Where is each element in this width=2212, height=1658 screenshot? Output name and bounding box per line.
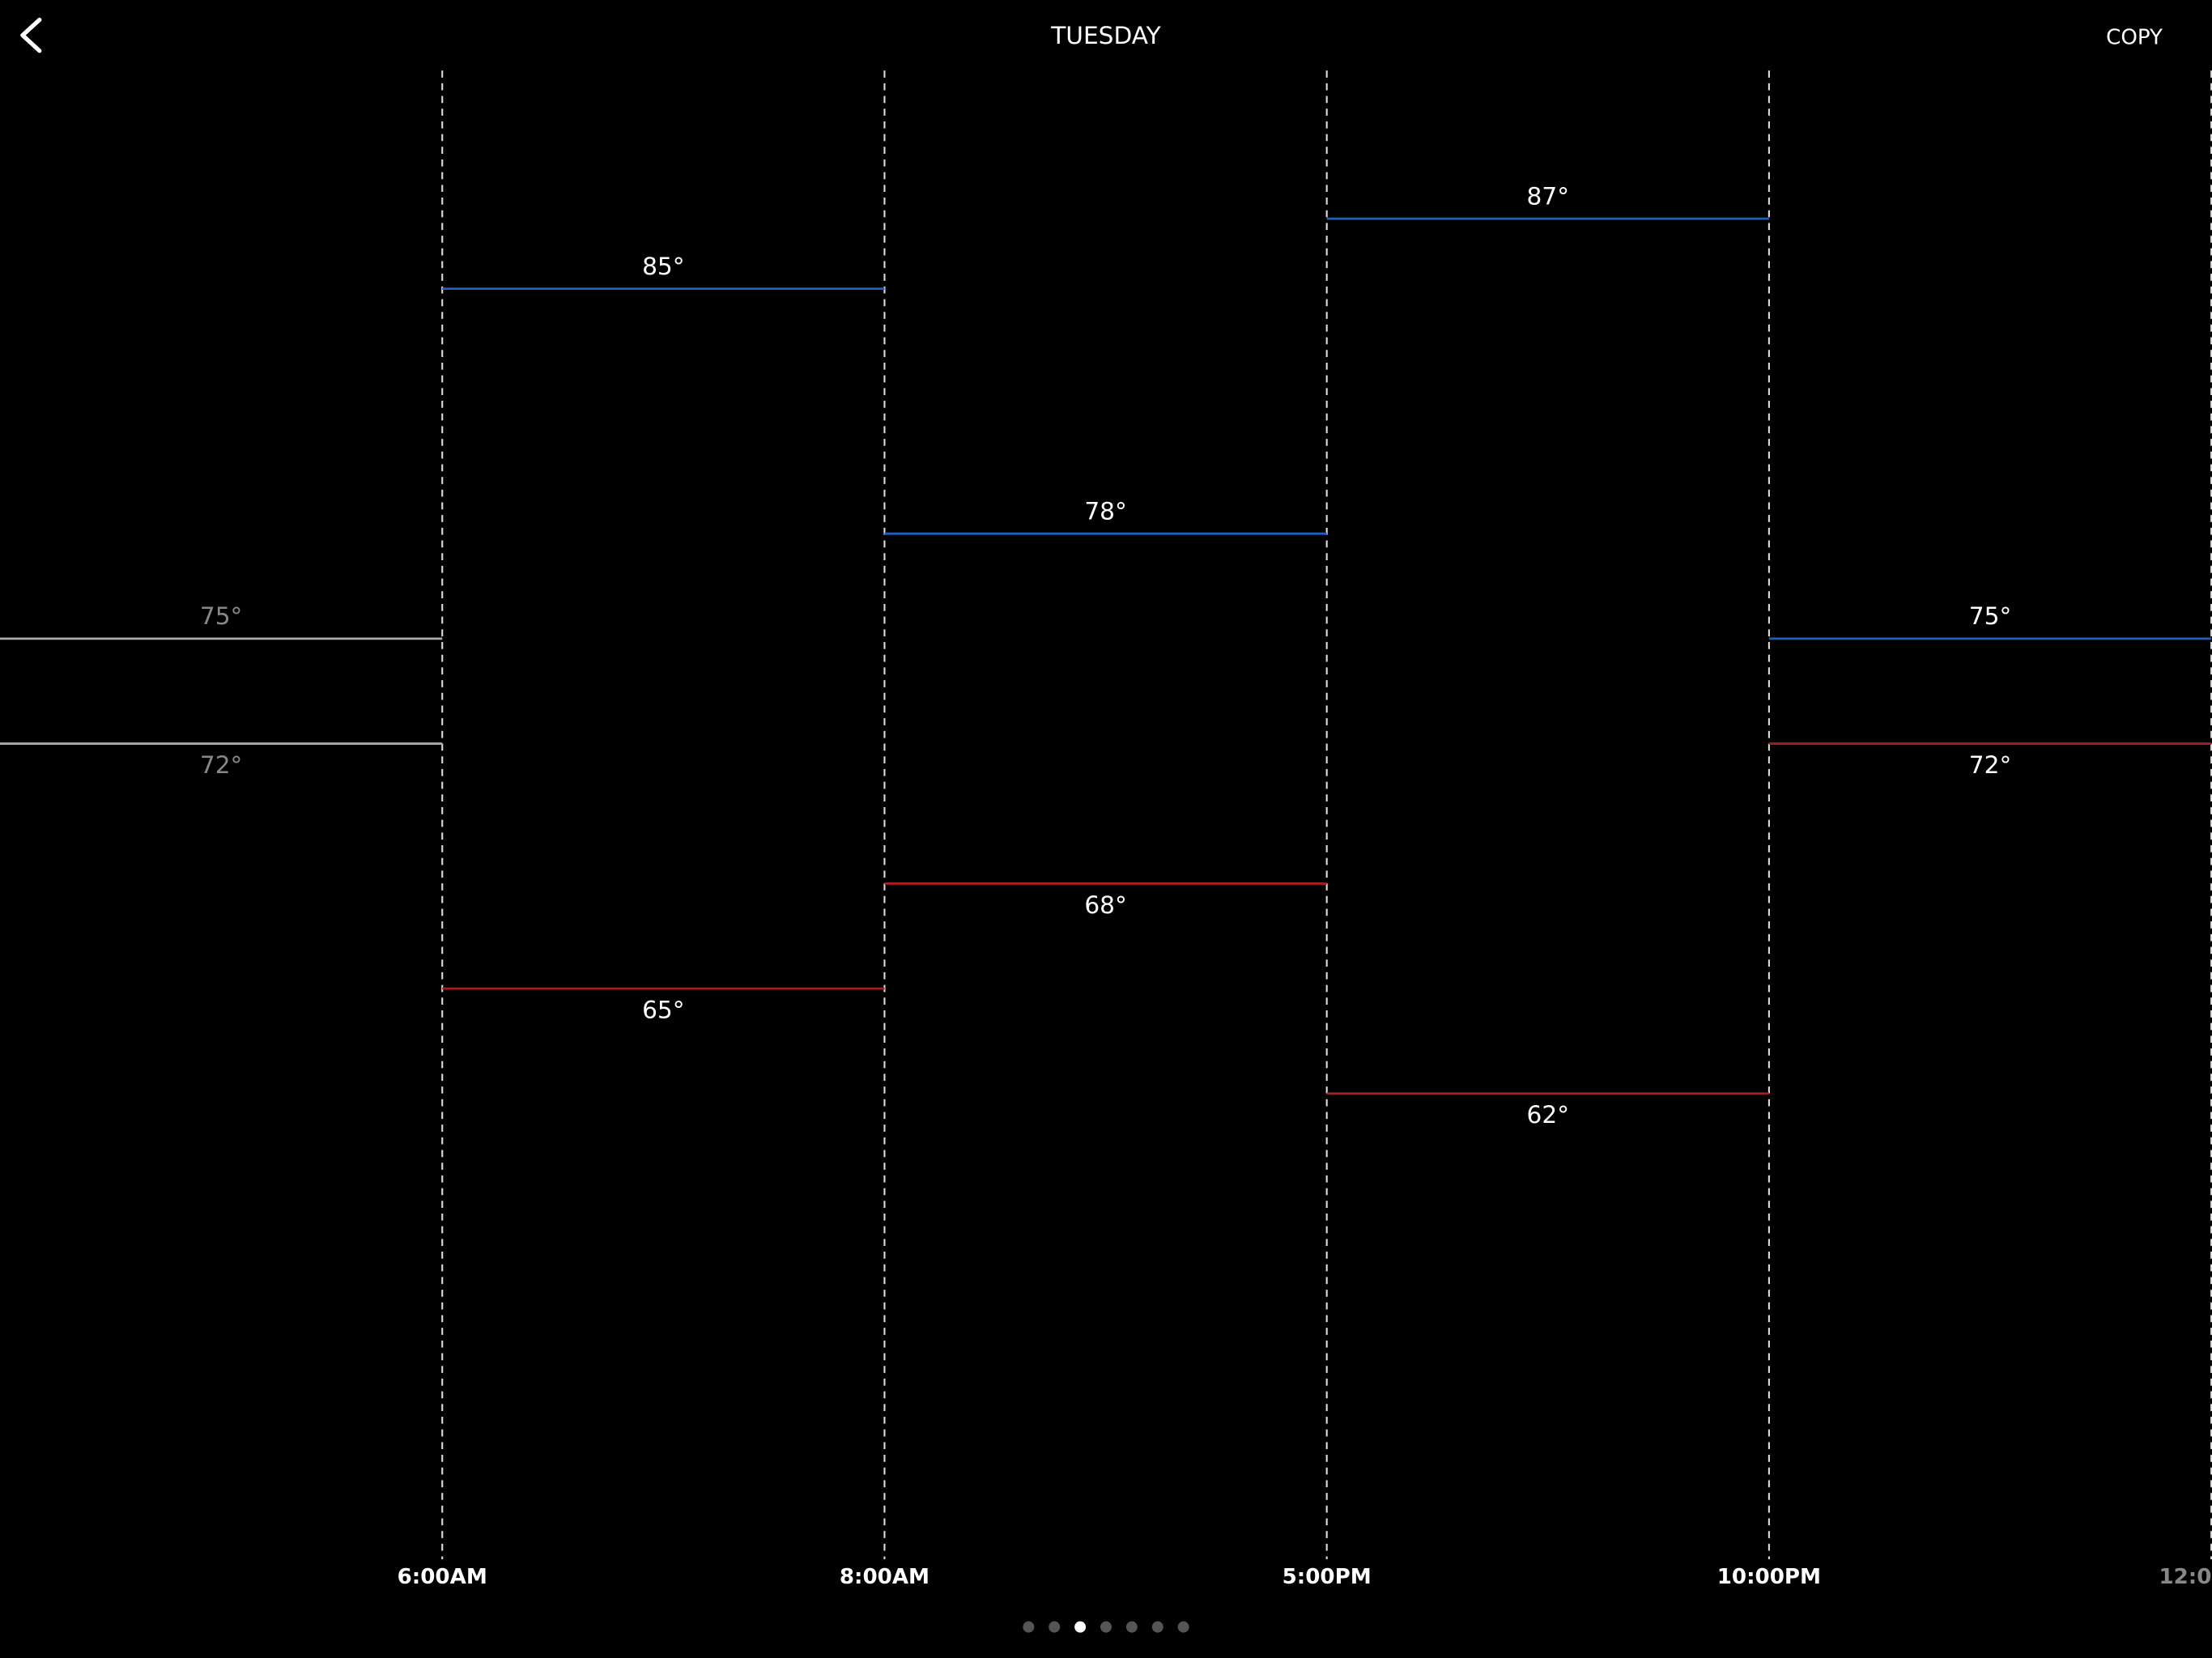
heat-label: 65° xyxy=(642,997,684,1024)
page-dot[interactable] xyxy=(1100,1621,1112,1633)
page-dot[interactable] xyxy=(1125,1621,1138,1633)
page-dot[interactable] xyxy=(1177,1621,1189,1633)
time-label: 10:00PM xyxy=(1717,1565,1821,1589)
cool-label: 85° xyxy=(642,253,684,280)
day-title: TUESDAY xyxy=(1050,22,1161,49)
heat-label: 72° xyxy=(200,751,242,779)
heat-label: 62° xyxy=(1527,1101,1569,1129)
heat-label: 68° xyxy=(1084,891,1126,919)
heat-label: 72° xyxy=(1969,751,2011,779)
cool-label: 75° xyxy=(200,602,242,630)
cool-label: 78° xyxy=(1084,498,1126,525)
time-label: 12:00AM xyxy=(2159,1565,2212,1589)
copy-button[interactable]: COPY xyxy=(2106,26,2163,50)
page-dot[interactable] xyxy=(1074,1621,1087,1633)
time-label: 5:00PM xyxy=(1283,1565,1372,1589)
cool-label: 75° xyxy=(1969,602,2011,630)
page-dot[interactable] xyxy=(1151,1621,1163,1633)
schedule: 6:00AM 8:00AM 5:00PM 10:00PM 12:00AM 75° 72° 85… xyxy=(0,70,2212,1633)
time-label: 6:00AM xyxy=(398,1565,487,1589)
time-label: 8:00AM xyxy=(840,1565,929,1589)
back-button[interactable] xyxy=(20,17,42,53)
page-dot[interactable] xyxy=(1023,1621,1035,1633)
cool-label: 87° xyxy=(1527,183,1569,210)
page-dot[interactable] xyxy=(1049,1621,1061,1633)
